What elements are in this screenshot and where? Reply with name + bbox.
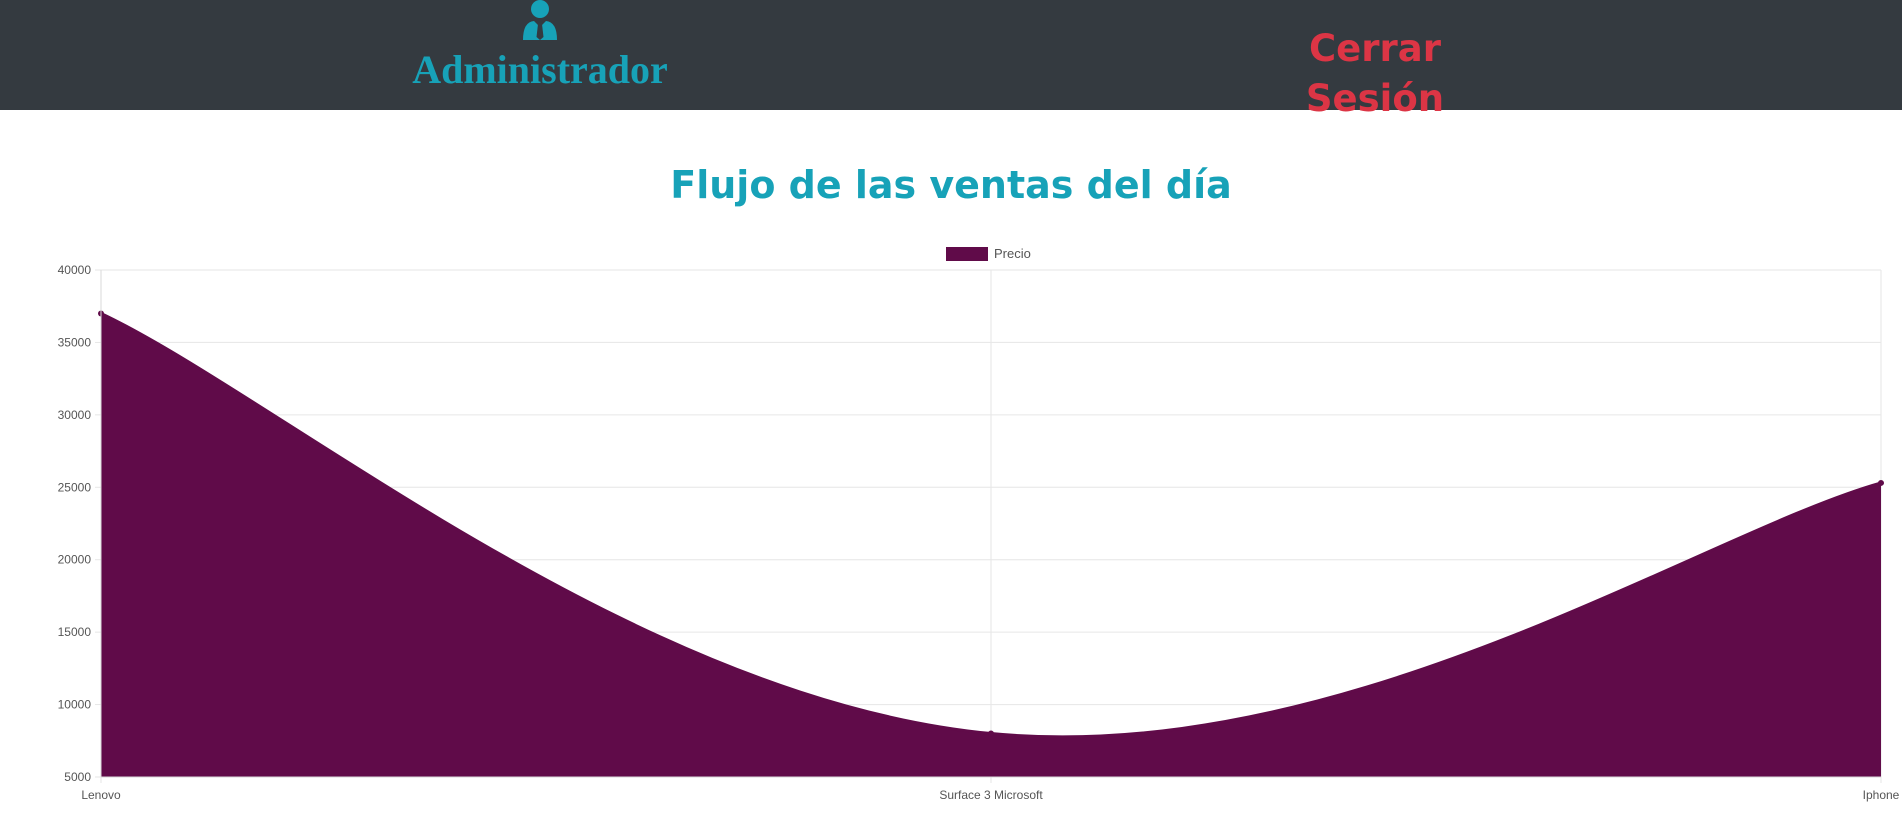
y-tick-label: 10000 [58, 698, 92, 712]
x-tick-label: Iphone [1863, 788, 1900, 802]
legend-label: Precio [994, 246, 1031, 261]
x-tick-label: Lenovo [81, 788, 121, 802]
admin-label: Administrador [412, 47, 668, 92]
y-tick-label: 5000 [64, 770, 91, 784]
y-tick-label: 40000 [58, 263, 92, 277]
logout-button[interactable]: Cerrar Sesión [1305, 27, 1445, 120]
y-tick-label: 25000 [58, 480, 92, 494]
sales-chart-svg: 5000 10000 15000 20000 25000 30000 35000 40000 L… [58, 246, 1900, 802]
top-navbar: Administrador Cerrar Sesión [0, 0, 1902, 120]
legend-swatch [946, 247, 988, 261]
y-tick-label: 35000 [58, 335, 92, 349]
y-tick-label: 15000 [58, 625, 92, 639]
page-title: Flujo de las ventas del día [670, 163, 1232, 207]
series-area-0 [101, 313, 1881, 777]
data-point [988, 730, 994, 737]
x-tick-label: Surface 3 Microsoft [939, 788, 1043, 802]
admin-profile: Administrador [410, 0, 670, 110]
sales-chart: 5000 10000 15000 20000 25000 30000 35000 40000 L… [0, 240, 1902, 820]
data-point [1878, 479, 1884, 486]
user-tie-icon [523, 0, 557, 40]
y-tick-label: 30000 [58, 408, 92, 422]
y-tick-label: 20000 [58, 553, 92, 567]
